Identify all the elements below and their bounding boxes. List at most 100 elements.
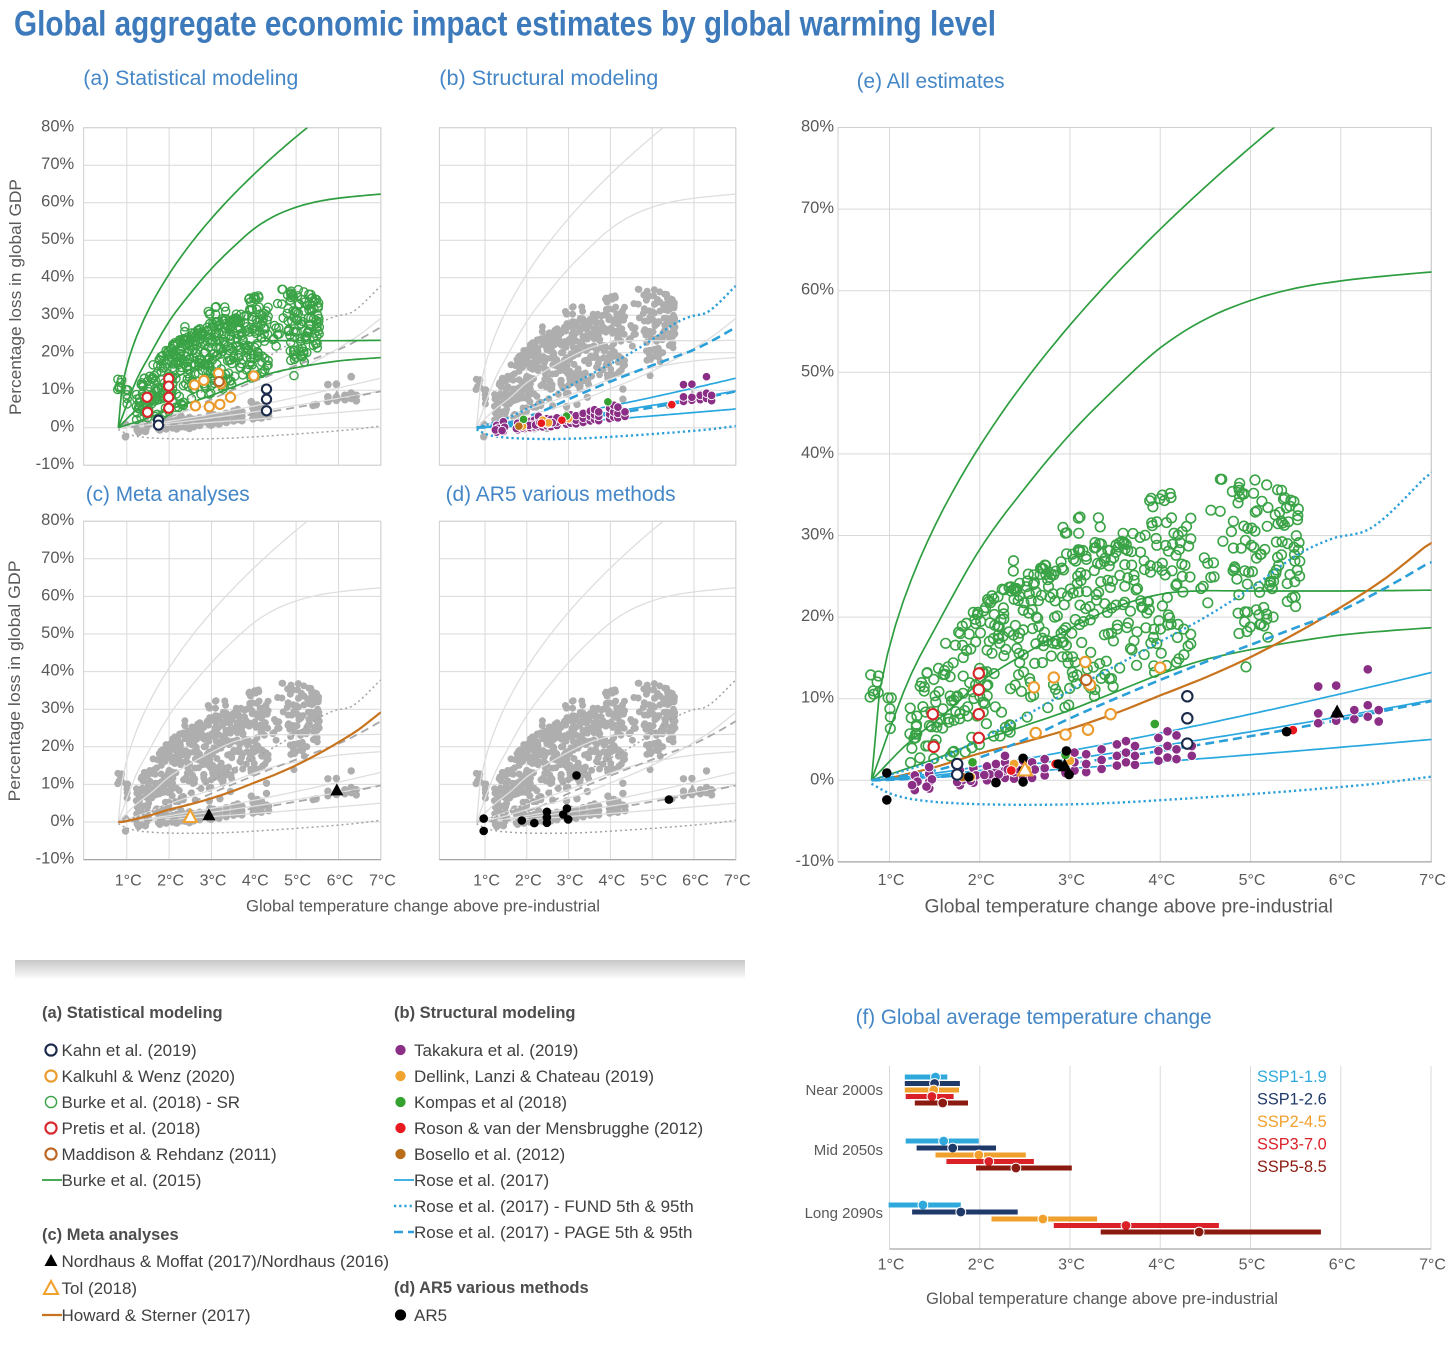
svg-text:2°C: 2°C xyxy=(968,872,995,889)
svg-text:10%: 10% xyxy=(801,689,834,707)
svg-text:20%: 20% xyxy=(41,343,74,361)
svg-text:4°C: 4°C xyxy=(598,872,625,889)
svg-text:Kompas et al (2018): Kompas et al (2018) xyxy=(414,1093,567,1112)
svg-text:SSP1-2.6: SSP1-2.6 xyxy=(1257,1090,1327,1108)
svg-text:80%: 80% xyxy=(41,511,74,529)
svg-text:0%: 0% xyxy=(810,770,834,788)
svg-text:-10%: -10% xyxy=(795,852,834,870)
svg-text:(a) Statistical modeling: (a) Statistical modeling xyxy=(42,1004,223,1022)
svg-text:Rose et al. (2017) - FUND 5th: Rose et al. (2017) - FUND 5th & 95th xyxy=(414,1197,694,1216)
svg-text:4°C: 4°C xyxy=(242,872,269,889)
svg-text:Kahn et al. (2019): Kahn et al. (2019) xyxy=(62,1041,197,1060)
svg-text:Roson & van der Mensbrugghe (2: Roson & van der Mensbrugghe (2012) xyxy=(414,1119,703,1138)
svg-text:2°C: 2°C xyxy=(968,1257,995,1274)
svg-text:Rose et al. (2017) - PAGE 5th: Rose et al. (2017) - PAGE 5th & 95th xyxy=(414,1223,692,1242)
svg-text:Burke et al. (2018) - SR: Burke et al. (2018) - SR xyxy=(62,1093,241,1112)
svg-text:7°C: 7°C xyxy=(1419,872,1446,889)
svg-text:Near 2000s: Near 2000s xyxy=(805,1082,883,1099)
svg-text:1°C: 1°C xyxy=(473,872,500,889)
svg-text:(c) Meta analyses: (c) Meta analyses xyxy=(42,1226,179,1244)
svg-text:50%: 50% xyxy=(41,230,74,248)
svg-text:7°C: 7°C xyxy=(1419,1257,1446,1274)
svg-text:Bosello et al. (2012): Bosello et al. (2012) xyxy=(414,1145,565,1164)
svg-text:40%: 40% xyxy=(41,662,74,680)
svg-text:4°C: 4°C xyxy=(1148,872,1175,889)
svg-text:5°C: 5°C xyxy=(284,872,311,889)
svg-text:Global aggregate economic impa: Global aggregate economic impact estimat… xyxy=(14,4,996,43)
svg-text:(f) Global average temperature: (f) Global average temperature change xyxy=(856,1005,1212,1029)
svg-text:30%: 30% xyxy=(801,526,834,544)
svg-text:Global temperature change abov: Global temperature change above pre-indu… xyxy=(925,897,1333,918)
svg-text:40%: 40% xyxy=(41,268,74,286)
svg-text:3°C: 3°C xyxy=(1058,872,1085,889)
svg-text:Mid 2050s: Mid 2050s xyxy=(814,1142,883,1159)
svg-text:-10%: -10% xyxy=(36,850,75,868)
svg-text:2°C: 2°C xyxy=(157,872,184,889)
svg-text:0%: 0% xyxy=(50,812,74,830)
svg-text:Burke et al. (2015): Burke et al. (2015) xyxy=(62,1171,202,1190)
svg-text:20%: 20% xyxy=(41,737,74,755)
svg-text:10%: 10% xyxy=(41,380,74,398)
svg-text:0%: 0% xyxy=(50,418,74,436)
svg-text:7°C: 7°C xyxy=(724,872,751,889)
svg-text:Takakura et al. (2019): Takakura et al. (2019) xyxy=(414,1041,578,1060)
svg-text:Maddison & Rehdanz (2011): Maddison & Rehdanz (2011) xyxy=(62,1145,277,1164)
svg-text:1°C: 1°C xyxy=(878,1257,905,1274)
svg-text:Percentage loss in global GDP: Percentage loss in global GDP xyxy=(6,179,25,415)
svg-text:Global temperature change abov: Global temperature change above pre-indu… xyxy=(926,1289,1278,1308)
svg-text:SSP2-4.5: SSP2-4.5 xyxy=(1257,1113,1327,1131)
svg-text:Dellink, Lanzi & Chateau (2019: Dellink, Lanzi & Chateau (2019) xyxy=(414,1067,654,1086)
svg-text:5°C: 5°C xyxy=(1239,1257,1266,1274)
svg-text:Howard & Sterner (2017): Howard & Sterner (2017) xyxy=(62,1306,251,1325)
svg-text:2°C: 2°C xyxy=(515,872,542,889)
svg-text:10%: 10% xyxy=(41,774,74,792)
svg-text:1°C: 1°C xyxy=(115,872,142,889)
svg-text:(b) Structural modeling: (b) Structural modeling xyxy=(439,66,658,90)
svg-text:6°C: 6°C xyxy=(327,872,354,889)
svg-text:6°C: 6°C xyxy=(682,872,709,889)
svg-text:80%: 80% xyxy=(41,118,74,136)
svg-text:(c) Meta analyses: (c) Meta analyses xyxy=(86,482,250,506)
svg-text:SSP5-8.5: SSP5-8.5 xyxy=(1257,1158,1327,1176)
svg-text:30%: 30% xyxy=(41,699,74,717)
svg-text:30%: 30% xyxy=(41,305,74,323)
svg-text:5°C: 5°C xyxy=(640,872,667,889)
svg-text:40%: 40% xyxy=(801,444,834,462)
svg-text:70%: 70% xyxy=(801,199,834,217)
svg-text:Global temperature change abov: Global temperature change above pre-indu… xyxy=(246,897,600,916)
svg-text:20%: 20% xyxy=(801,607,834,625)
svg-text:4°C: 4°C xyxy=(1148,1257,1175,1274)
svg-text:7°C: 7°C xyxy=(369,872,396,889)
svg-text:Pretis et al. (2018): Pretis et al. (2018) xyxy=(62,1119,201,1138)
svg-text:1°C: 1°C xyxy=(878,872,905,889)
svg-text:Long 2090s: Long 2090s xyxy=(805,1205,883,1222)
svg-text:Percentage loss in global GDP: Percentage loss in global GDP xyxy=(5,561,24,802)
svg-text:60%: 60% xyxy=(41,586,74,604)
svg-text:3°C: 3°C xyxy=(1058,1257,1085,1274)
svg-text:Rose et al. (2017): Rose et al. (2017) xyxy=(414,1171,549,1190)
svg-text:3°C: 3°C xyxy=(200,872,227,889)
svg-text:Tol (2018): Tol (2018) xyxy=(62,1279,138,1298)
svg-text:60%: 60% xyxy=(801,281,834,299)
svg-text:60%: 60% xyxy=(41,193,74,211)
svg-text:SSP3-7.0: SSP3-7.0 xyxy=(1257,1135,1327,1153)
svg-text:70%: 70% xyxy=(41,155,74,173)
svg-text:70%: 70% xyxy=(41,549,74,567)
svg-text:6°C: 6°C xyxy=(1329,872,1356,889)
svg-text:5°C: 5°C xyxy=(1239,872,1266,889)
svg-text:(a) Statistical modeling: (a) Statistical modeling xyxy=(83,66,298,90)
svg-text:SSP1-1.9: SSP1-1.9 xyxy=(1257,1068,1327,1086)
svg-text:6°C: 6°C xyxy=(1329,1257,1356,1274)
svg-text:80%: 80% xyxy=(801,118,834,136)
svg-text:50%: 50% xyxy=(801,362,834,380)
svg-text:Nordhaus & Moffat (2017)/Nordh: Nordhaus & Moffat (2017)/Nordhaus (2016) xyxy=(62,1252,390,1271)
svg-text:(d) AR5 various methods: (d) AR5 various methods xyxy=(394,1279,589,1297)
svg-text:(d) AR5 various methods: (d) AR5 various methods xyxy=(446,482,676,506)
svg-text:AR5: AR5 xyxy=(414,1306,447,1325)
svg-text:(b) Structural modeling: (b) Structural modeling xyxy=(394,1004,576,1022)
svg-text:50%: 50% xyxy=(41,624,74,642)
svg-text:-10%: -10% xyxy=(36,455,75,473)
svg-text:(e) All estimates: (e) All estimates xyxy=(857,69,1005,93)
svg-text:3°C: 3°C xyxy=(557,872,584,889)
svg-text:Kalkuhl & Wenz (2020): Kalkuhl & Wenz (2020) xyxy=(62,1067,236,1086)
